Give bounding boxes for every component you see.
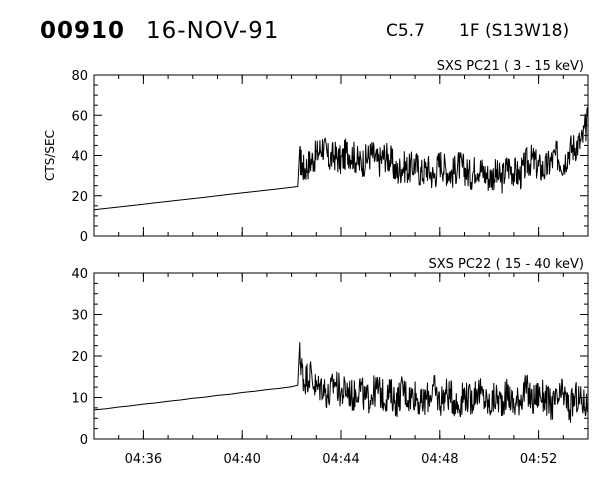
y-tick-label: 20 <box>71 190 88 205</box>
x-tick-label: 04:40 <box>223 452 260 467</box>
y-tick-label: 80 <box>71 69 88 84</box>
event-date: 16-NOV-91 <box>146 18 280 44</box>
y-tick-label: 0 <box>80 230 88 245</box>
count-rate-line <box>93 342 589 423</box>
x-tick-label: 04:44 <box>322 452 359 467</box>
y-axis-label: CTS/SEC <box>43 130 57 181</box>
chart-panel-bottom: SXS PC22 ( 15 - 40 keV) 0 10 20 30 40 04:36 04:… <box>71 257 589 467</box>
panel-title: SXS PC21 ( 3 - 15 keV) <box>437 59 584 74</box>
flare-importance: 1F (S13W18) <box>459 21 570 41</box>
panel-title: SXS PC22 ( 15 - 40 keV) <box>428 257 584 272</box>
x-tick-label: 04:48 <box>421 452 458 467</box>
y-tick-label: 30 <box>71 309 88 324</box>
plot-frame <box>93 74 589 237</box>
plot-frame <box>93 272 589 440</box>
y-tick-label: 40 <box>71 267 88 282</box>
count-rate-line <box>93 107 589 211</box>
y-tick-label: 10 <box>71 392 88 407</box>
flare-class: C5.7 <box>386 21 425 41</box>
y-tick-label: 40 <box>71 150 88 165</box>
event-id: 00910 <box>40 18 126 44</box>
y-tick-label: 60 <box>71 109 88 124</box>
x-tick-label: 04:36 <box>125 452 162 467</box>
y-tick-label: 20 <box>71 350 88 365</box>
x-tick-label: 04:52 <box>520 452 557 467</box>
chart-panel-top: SXS PC21 ( 3 - 15 keV) CTS/SEC 0 20 40 60 80 <box>43 59 589 245</box>
y-tick-label: 0 <box>80 433 88 448</box>
